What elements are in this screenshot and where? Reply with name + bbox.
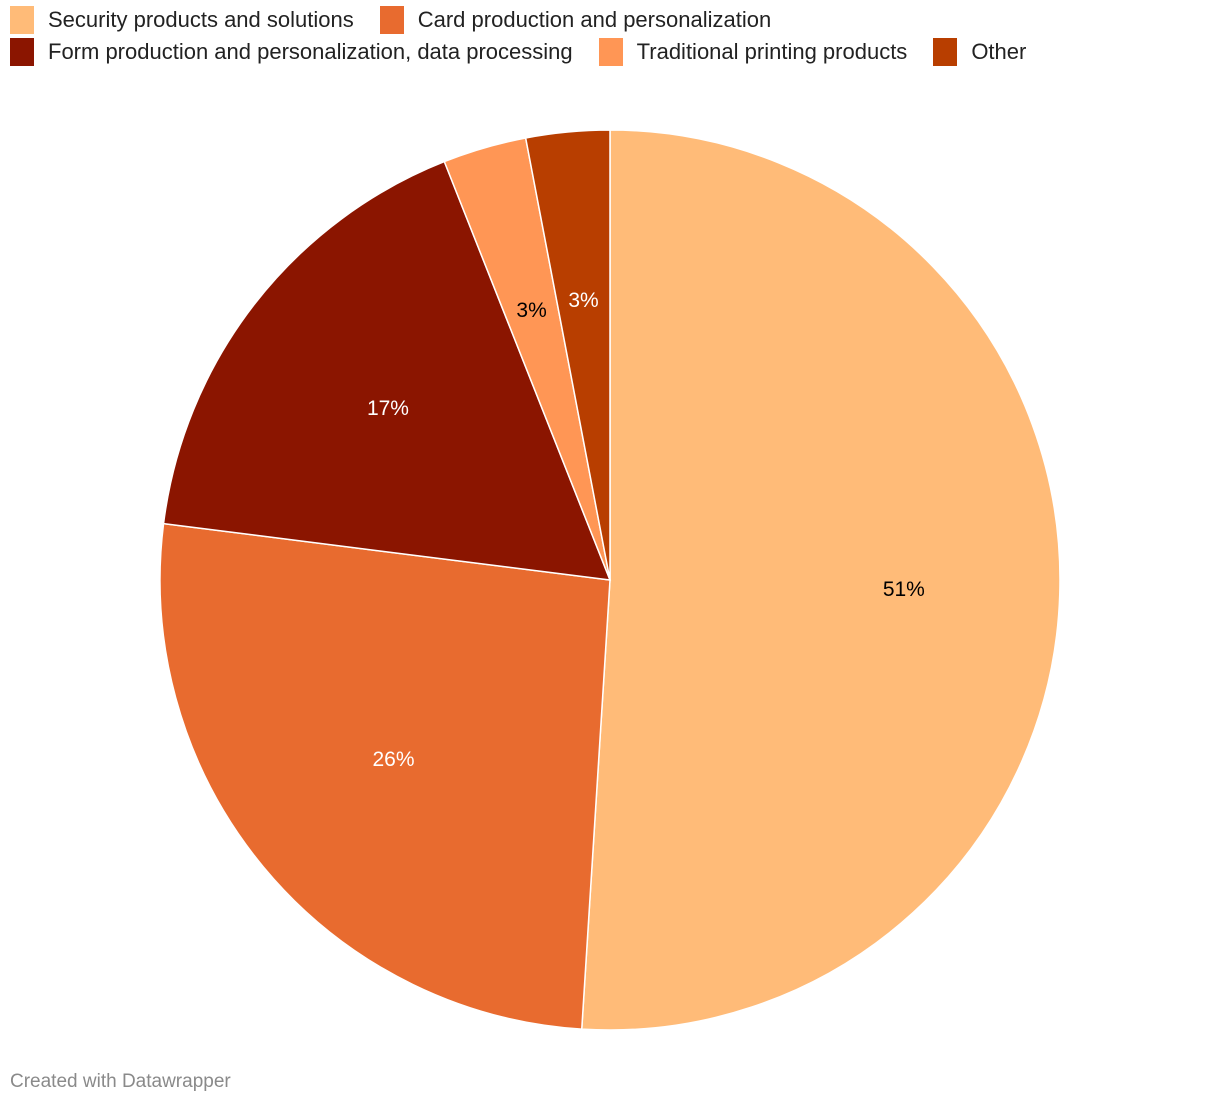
pie-slice	[524, 129, 611, 581]
slice-label: 17%	[367, 397, 409, 420]
legend-swatch	[933, 38, 958, 66]
slice-label: 51%	[883, 578, 925, 601]
pie-slice	[162, 160, 612, 581]
legend-item: Other	[933, 38, 1027, 66]
legend-item: Form production and personalization, dat…	[10, 38, 573, 66]
legend-label: Security products and solutions	[48, 7, 354, 32]
slice-label: 3%	[568, 289, 598, 312]
slice-label: 3%	[516, 299, 546, 322]
legend: Security products and solutions Card prod…	[10, 6, 1210, 66]
slice-label: 26%	[372, 748, 414, 771]
credit-text: Created with Datawrapper	[10, 1071, 231, 1092]
legend-label: Form production and personalization, dat…	[48, 39, 573, 64]
legend-swatch	[10, 38, 34, 66]
legend-item: Card production and personalization	[379, 6, 772, 34]
legend-label: Other	[971, 39, 1027, 64]
legend-swatch	[598, 38, 623, 66]
legend-label: Card production and personalization	[417, 7, 772, 32]
pie-slice	[580, 129, 1061, 1031]
pie-slice	[159, 522, 611, 1030]
legend-label: Traditional printing products	[636, 39, 908, 64]
legend-swatch	[10, 6, 34, 34]
legend-item: Traditional printing products	[598, 38, 908, 66]
legend-swatch	[379, 6, 404, 34]
legend-item: Security products and solutions	[10, 6, 354, 34]
